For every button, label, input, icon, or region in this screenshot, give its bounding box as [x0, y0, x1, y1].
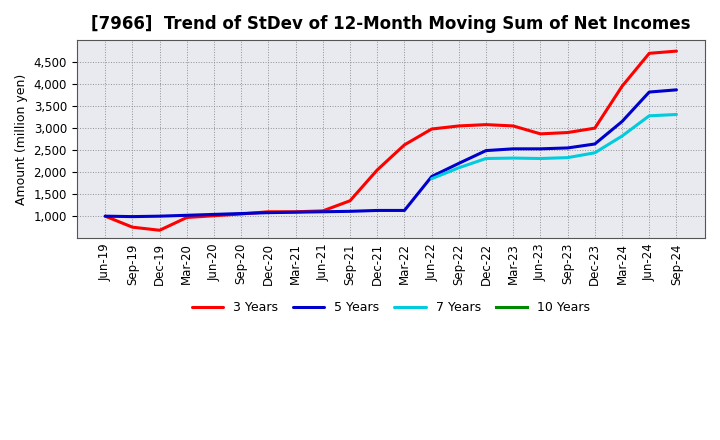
5 Years	[264, 210, 273, 215]
3 Years	[645, 51, 654, 56]
5 Years	[346, 209, 354, 214]
7 Years	[509, 155, 518, 161]
7 Years	[482, 156, 490, 161]
7 Years	[645, 113, 654, 118]
3 Years	[292, 209, 300, 214]
5 Years	[156, 213, 164, 219]
3 Years	[482, 122, 490, 127]
5 Years	[563, 145, 572, 150]
5 Years	[618, 119, 626, 124]
7 Years	[618, 133, 626, 139]
3 Years	[128, 224, 137, 230]
3 Years	[210, 213, 218, 218]
Line: 7 Years: 7 Years	[431, 114, 676, 179]
3 Years	[156, 227, 164, 233]
7 Years	[590, 150, 599, 155]
5 Years	[672, 87, 680, 92]
5 Years	[182, 213, 191, 218]
5 Years	[482, 148, 490, 153]
3 Years	[427, 126, 436, 132]
3 Years	[536, 131, 545, 136]
5 Years	[590, 141, 599, 147]
3 Years	[400, 142, 409, 147]
Line: 3 Years: 3 Years	[105, 51, 676, 230]
7 Years	[536, 156, 545, 161]
5 Years	[509, 146, 518, 151]
5 Years	[101, 213, 109, 219]
5 Years	[128, 214, 137, 219]
3 Years	[318, 208, 327, 213]
3 Years	[509, 123, 518, 128]
5 Years	[454, 161, 463, 166]
3 Years	[590, 125, 599, 131]
5 Years	[318, 209, 327, 214]
3 Years	[672, 48, 680, 54]
3 Years	[237, 211, 246, 216]
5 Years	[292, 209, 300, 215]
Line: 5 Years: 5 Years	[105, 90, 676, 216]
3 Years	[454, 123, 463, 128]
3 Years	[264, 209, 273, 214]
7 Years	[672, 112, 680, 117]
5 Years	[210, 212, 218, 217]
7 Years	[427, 176, 436, 181]
5 Years	[645, 89, 654, 95]
5 Years	[536, 146, 545, 151]
7 Years	[563, 155, 572, 160]
5 Years	[400, 208, 409, 213]
3 Years	[618, 84, 626, 89]
3 Years	[346, 198, 354, 203]
Y-axis label: Amount (million yen): Amount (million yen)	[15, 73, 28, 205]
3 Years	[182, 215, 191, 220]
5 Years	[427, 174, 436, 179]
Legend: 3 Years, 5 Years, 7 Years, 10 Years: 3 Years, 5 Years, 7 Years, 10 Years	[186, 296, 595, 319]
Title: [7966]  Trend of StDev of 12-Month Moving Sum of Net Incomes: [7966] Trend of StDev of 12-Month Moving…	[91, 15, 690, 33]
3 Years	[373, 167, 382, 172]
5 Years	[373, 208, 382, 213]
3 Years	[101, 213, 109, 219]
5 Years	[237, 211, 246, 216]
7 Years	[454, 165, 463, 170]
3 Years	[563, 130, 572, 135]
